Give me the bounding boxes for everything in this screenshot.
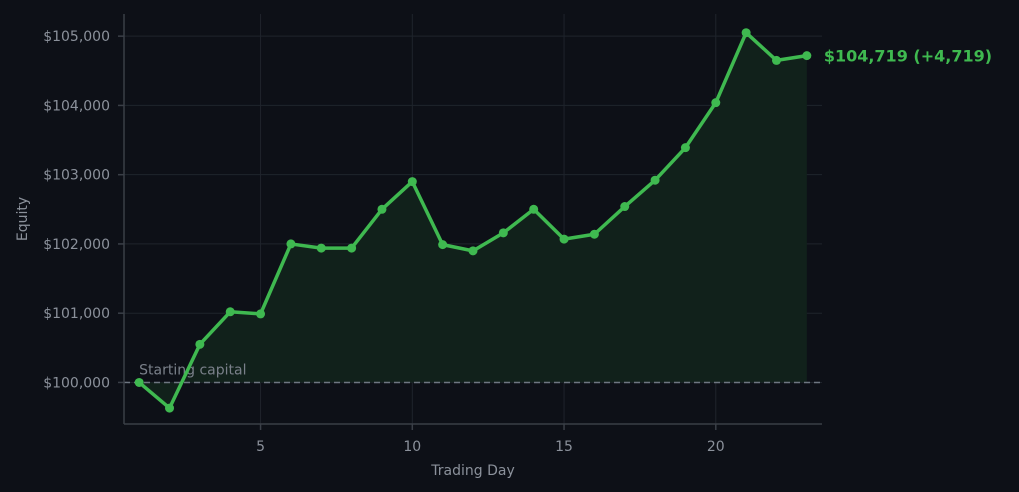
- equity-point-21: [741, 28, 751, 38]
- y-tick-label-0: $100,000: [43, 375, 110, 391]
- equity-point-22: [771, 55, 781, 65]
- equity-point-23: [802, 51, 812, 61]
- x-tick-label-3: 20: [707, 439, 725, 455]
- equity-point-6: [286, 239, 296, 249]
- y-tick-label-2: $102,000: [43, 237, 110, 253]
- reference-layer: Starting capital: [124, 362, 822, 384]
- equity-point-18: [650, 175, 660, 185]
- equity-point-13: [498, 228, 508, 238]
- x-tick-label-0: 5: [256, 439, 265, 455]
- tick-layer: $100,000 $101,000 $102,000 $103,000 $104,000…: [43, 29, 725, 455]
- equity-point-17: [620, 202, 630, 212]
- y-tick-label-1: $101,000: [43, 306, 110, 322]
- equity-point-19: [680, 143, 690, 153]
- x-tick-label-1: 10: [403, 439, 421, 455]
- equity-point-9: [377, 204, 387, 214]
- final-equity-label: $104,719 (+4,719): [824, 47, 992, 66]
- axis-layer: [123, 14, 822, 425]
- series-layer: [134, 28, 812, 413]
- equity-point-14: [529, 204, 539, 214]
- x-axis-label: Trading Day: [430, 463, 514, 479]
- equity-point-10: [407, 177, 417, 187]
- equity-point-15: [559, 234, 569, 244]
- equity-point-11: [438, 240, 448, 250]
- equity-point-20: [711, 98, 721, 108]
- y-axis-label: Equity: [15, 197, 31, 241]
- equity-point-3: [195, 339, 205, 349]
- equity-point-5: [256, 309, 266, 319]
- x-tick-label-2: 15: [555, 439, 573, 455]
- y-tick-label-5: $105,000: [43, 29, 110, 45]
- area-layer: [139, 32, 807, 409]
- equity-point-2: [165, 403, 175, 413]
- equity-area-fill: [139, 32, 807, 409]
- equity-point-1: [134, 377, 144, 387]
- equity-point-16: [589, 229, 599, 239]
- starting-capital-label: Starting capital: [139, 362, 246, 378]
- y-tick-label-4: $104,000: [43, 98, 110, 114]
- equity-point-7: [316, 243, 326, 253]
- y-tick-label-3: $103,000: [43, 168, 110, 184]
- equity-point-4: [225, 307, 235, 317]
- equity-point-8: [347, 243, 357, 253]
- equity-point-12: [468, 246, 478, 256]
